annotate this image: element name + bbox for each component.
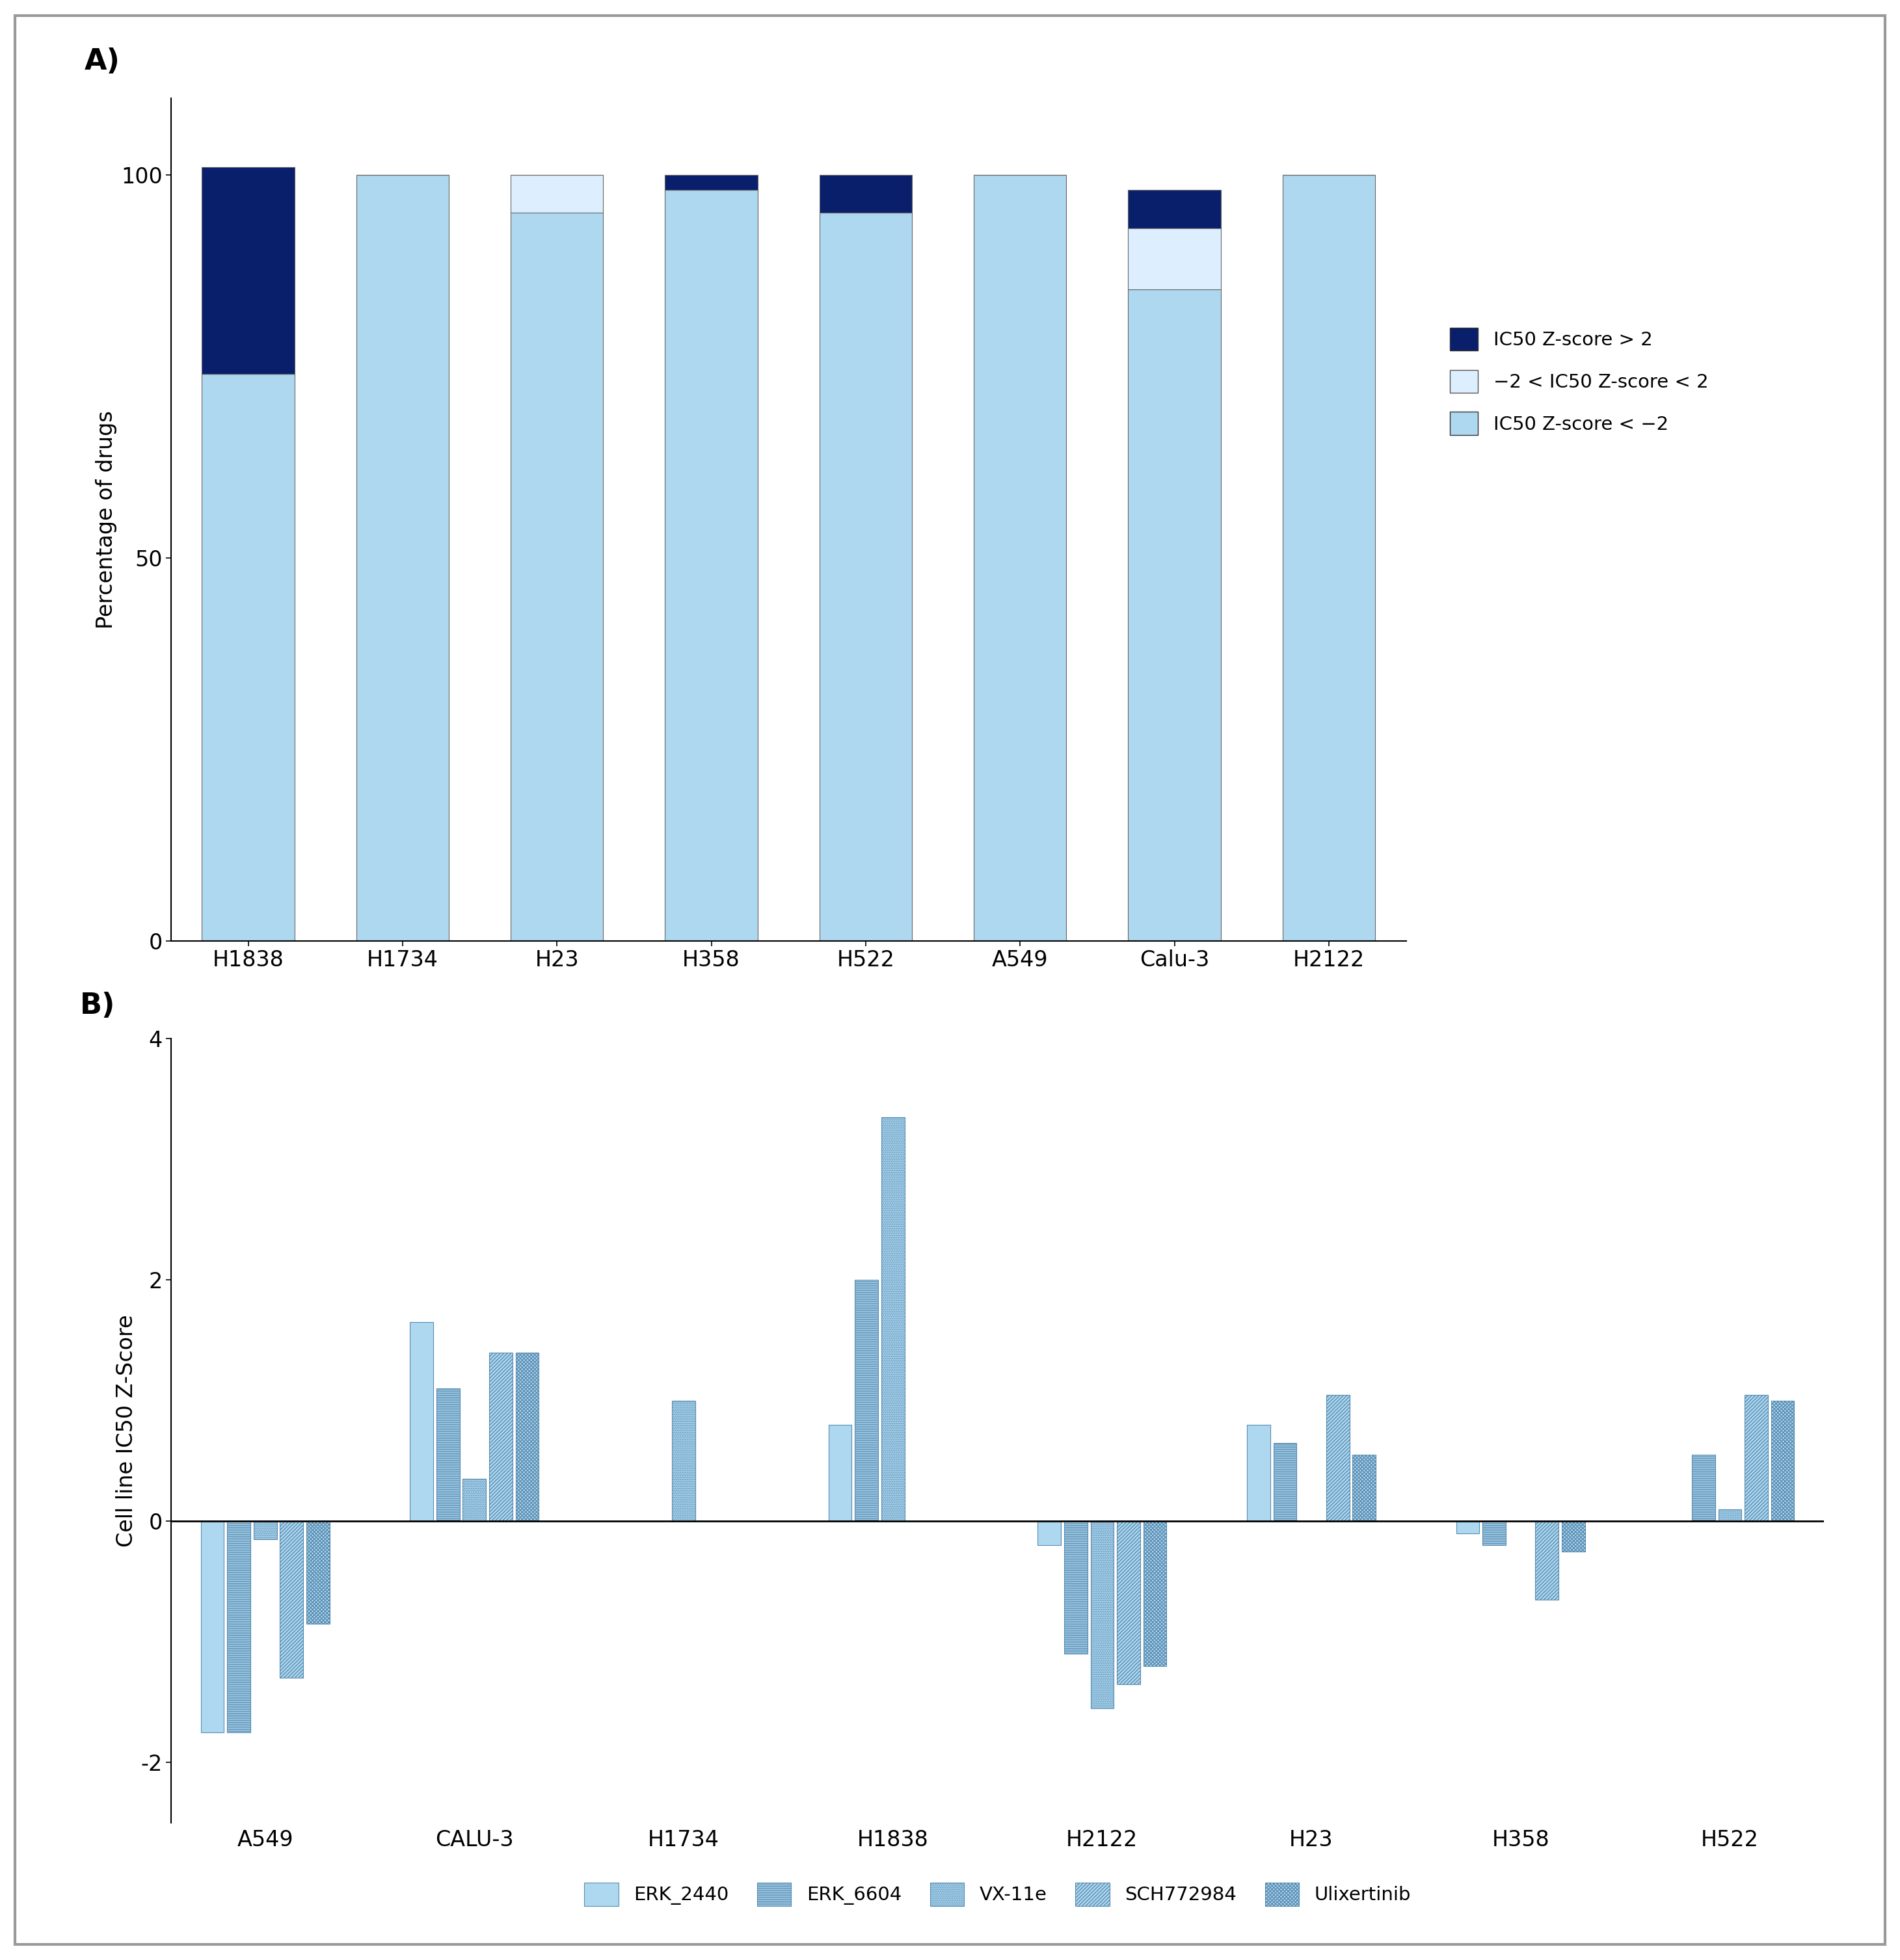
Legend: IC50 Z-score > 2, −2 < IC50 Z-score < 2, IC50 Z-score < −2: IC50 Z-score > 2, −2 < IC50 Z-score < 2,…	[1440, 318, 1718, 445]
Bar	[511, 174, 602, 214]
Bar	[488, 1352, 513, 1521]
Bar	[515, 1352, 540, 1521]
Bar	[1482, 1521, 1507, 1544]
Bar	[201, 167, 294, 374]
Bar	[1117, 1521, 1140, 1684]
Bar	[201, 1521, 224, 1733]
Bar	[1064, 1521, 1087, 1654]
Bar	[828, 1425, 851, 1521]
Bar	[1691, 1454, 1716, 1521]
Y-axis label: Percentage of drugs: Percentage of drugs	[95, 410, 118, 629]
Bar	[511, 214, 602, 941]
Bar	[437, 1388, 460, 1521]
Bar	[201, 374, 294, 941]
Bar	[1718, 1509, 1742, 1521]
Bar	[855, 1280, 878, 1521]
Bar	[1535, 1521, 1558, 1599]
Bar	[1771, 1401, 1794, 1521]
Bar	[357, 174, 448, 941]
Bar	[1091, 1521, 1113, 1709]
Bar	[819, 214, 912, 941]
Bar	[1353, 1454, 1376, 1521]
Bar	[1455, 1521, 1480, 1533]
Bar	[306, 1521, 329, 1623]
Bar	[228, 1521, 251, 1733]
Bar	[665, 174, 758, 190]
Bar	[1129, 190, 1220, 227]
Legend: ERK_2440, ERK_6604, VX-11e, SCH772984, Ulixertinib: ERK_2440, ERK_6604, VX-11e, SCH772984, U…	[574, 1874, 1421, 1915]
Bar	[973, 174, 1066, 941]
Bar	[253, 1521, 277, 1539]
Bar	[1144, 1521, 1167, 1666]
Bar	[882, 1117, 904, 1521]
Bar	[1562, 1521, 1585, 1552]
Bar	[410, 1323, 433, 1521]
Text: A): A)	[84, 47, 120, 74]
Bar	[1037, 1521, 1060, 1544]
Y-axis label: Cell line IC50 Z-Score: Cell line IC50 Z-Score	[116, 1315, 137, 1546]
Bar	[1129, 227, 1220, 290]
Bar	[1326, 1396, 1349, 1521]
Bar	[1273, 1443, 1296, 1521]
Bar	[819, 174, 912, 214]
Bar	[464, 1480, 486, 1521]
Bar	[665, 190, 758, 941]
Text: B): B)	[80, 992, 116, 1019]
Bar	[279, 1521, 304, 1678]
Bar	[1129, 290, 1220, 941]
Bar	[673, 1401, 695, 1521]
Bar	[1282, 174, 1376, 941]
Bar	[1744, 1396, 1767, 1521]
Bar	[1246, 1425, 1271, 1521]
